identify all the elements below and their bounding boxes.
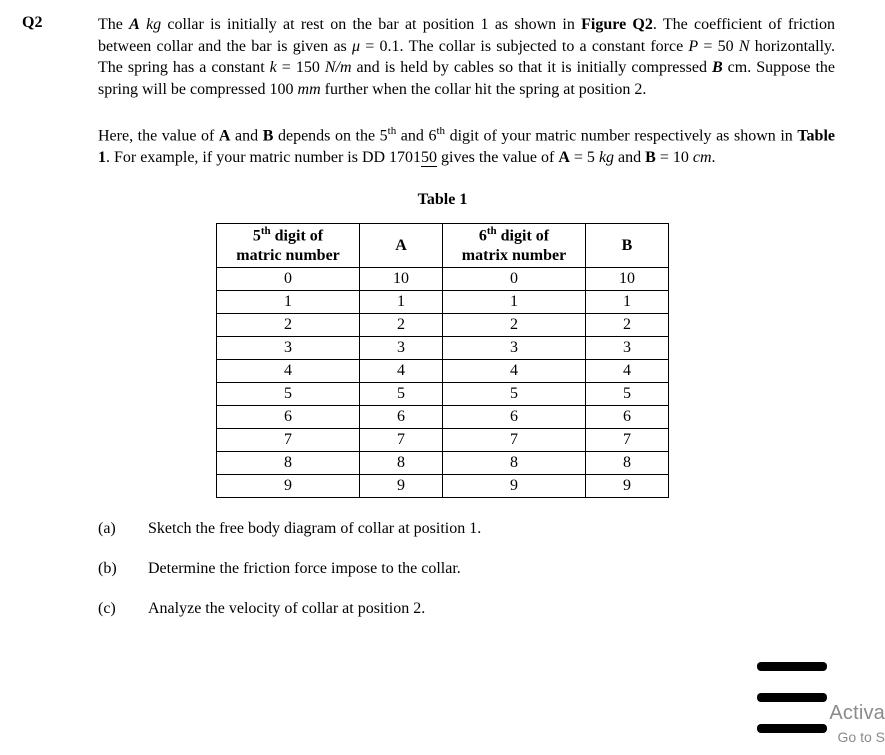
table-cell: 9: [360, 475, 443, 498]
header-B: B: [586, 223, 669, 267]
table-cell: 4: [586, 360, 669, 383]
table-row: 8888: [217, 452, 669, 475]
table-row: 9999: [217, 475, 669, 498]
table-cell: 2: [443, 314, 586, 337]
value-table: 5th digit ofmatric number A 6th digit of…: [216, 223, 669, 498]
table-cell: 5: [586, 383, 669, 406]
table-row: 4444: [217, 360, 669, 383]
table-cell: 7: [360, 429, 443, 452]
table-cell: 10: [586, 268, 669, 291]
table-cell: 1: [586, 291, 669, 314]
table-cell: 5: [217, 383, 360, 406]
table-cell: 0: [217, 268, 360, 291]
table-row: 6666: [217, 406, 669, 429]
sub-question-text: Sketch the free body diagram of collar a…: [148, 520, 481, 538]
table-cell: 5: [360, 383, 443, 406]
table-cell: 6: [360, 406, 443, 429]
table-cell: 4: [443, 360, 586, 383]
table-cell: 3: [217, 337, 360, 360]
table-row: 010010: [217, 268, 669, 291]
sub-question-label: (a): [98, 520, 148, 538]
table-cell: 7: [443, 429, 586, 452]
table-row: 3333: [217, 337, 669, 360]
table-cell: 6: [217, 406, 360, 429]
table-cell: 1: [443, 291, 586, 314]
header-5th-digit: 5th digit ofmatric number: [217, 223, 360, 267]
sub-question-text: Analyze the velocity of collar at positi…: [148, 600, 425, 618]
table-row: 1111: [217, 291, 669, 314]
table-cell: 1: [360, 291, 443, 314]
table-cell: 6: [443, 406, 586, 429]
table-cell: 5: [443, 383, 586, 406]
table-row: 7777: [217, 429, 669, 452]
table-cell: 9: [586, 475, 669, 498]
table-cell: 2: [217, 314, 360, 337]
table-cell: 9: [443, 475, 586, 498]
table-cell: 2: [586, 314, 669, 337]
watermark-activate: Activa: [829, 702, 885, 725]
sub-question-label: (b): [98, 560, 148, 578]
redaction-marks: [757, 640, 827, 755]
table-cell: 8: [360, 452, 443, 475]
table-cell: 9: [217, 475, 360, 498]
table-cell: 6: [586, 406, 669, 429]
redact-bar: [757, 693, 827, 702]
table-row: 2222: [217, 314, 669, 337]
redact-bar: [757, 662, 827, 671]
table-cell: 8: [217, 452, 360, 475]
table-cell: 10: [360, 268, 443, 291]
table-cell: 7: [586, 429, 669, 452]
table-header-row: 5th digit ofmatric number A 6th digit of…: [217, 223, 669, 267]
table-cell: 2: [360, 314, 443, 337]
table-row: 5555: [217, 383, 669, 406]
table-cell: 4: [360, 360, 443, 383]
table-cell: 8: [443, 452, 586, 475]
sub-question-text: Determine the friction force impose to t…: [148, 560, 461, 578]
table-cell: 4: [217, 360, 360, 383]
paragraph-1: The A kg collar is initially at rest on …: [98, 14, 835, 100]
watermark-goto: Go to S: [838, 729, 885, 745]
table-cell: 0: [443, 268, 586, 291]
table-cell: 7: [217, 429, 360, 452]
redact-bar: [757, 724, 827, 733]
sub-question: (a)Sketch the free body diagram of colla…: [98, 520, 745, 538]
header-A: A: [360, 223, 443, 267]
table-cell: 1: [217, 291, 360, 314]
header-6th-digit: 6th digit ofmatrix number: [443, 223, 586, 267]
sub-question-label: (c): [98, 600, 148, 618]
table-cell: 3: [586, 337, 669, 360]
table-cell: 3: [360, 337, 443, 360]
paragraph-2: Here, the value of A and B depends on th…: [98, 124, 835, 169]
table-cell: 3: [443, 337, 586, 360]
question-label: Q2: [22, 14, 42, 32]
table-cell: 8: [586, 452, 669, 475]
sub-question: (c)Analyze the velocity of collar at pos…: [98, 600, 745, 618]
table-caption: Table 1: [20, 191, 865, 209]
sub-question: (b)Determine the friction force impose t…: [98, 560, 745, 578]
